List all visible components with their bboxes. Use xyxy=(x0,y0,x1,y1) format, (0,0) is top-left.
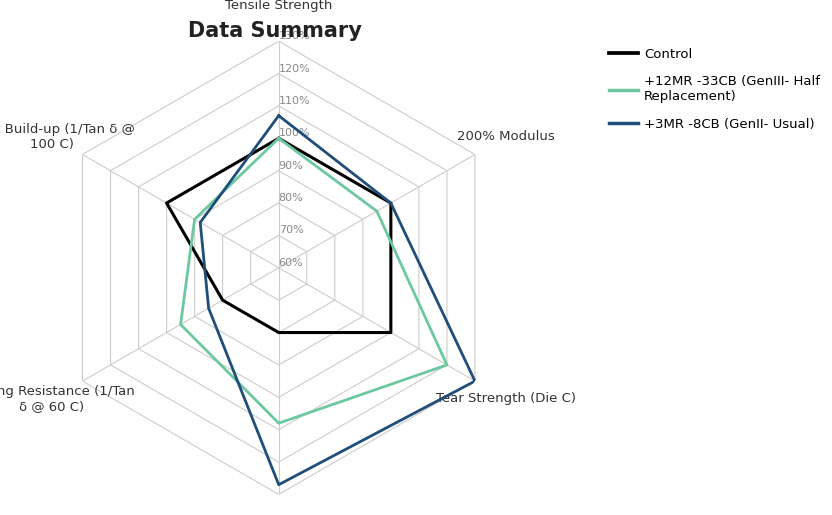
Legend: Control, +12MR -33CB (GenIII- Half
Replacement), +3MR -8CB (GenII- Usual): Control, +12MR -33CB (GenIII- Half Repla… xyxy=(603,43,825,136)
Text: Data Summary: Data Summary xyxy=(188,21,361,41)
